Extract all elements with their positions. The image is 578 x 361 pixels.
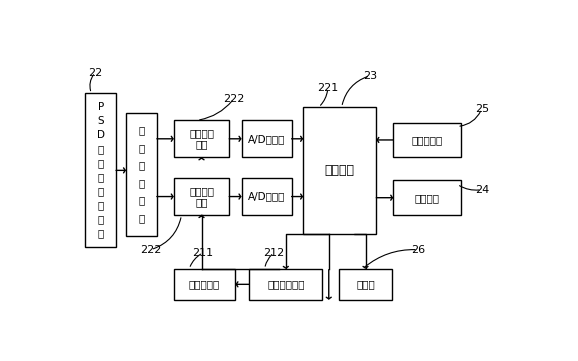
Text: 感: 感 xyxy=(98,200,104,210)
Bar xyxy=(126,113,157,236)
Bar xyxy=(174,178,229,215)
Text: 置: 置 xyxy=(98,186,104,196)
Text: A/D转换器: A/D转换器 xyxy=(248,134,286,144)
Text: 应: 应 xyxy=(98,214,104,225)
Text: 222: 222 xyxy=(223,94,244,104)
Bar xyxy=(242,178,292,215)
Text: 前: 前 xyxy=(138,125,144,135)
Text: P: P xyxy=(98,103,104,112)
Text: S: S xyxy=(97,116,104,126)
Text: 24: 24 xyxy=(475,184,489,195)
Text: 22: 22 xyxy=(88,68,102,78)
Bar xyxy=(174,120,229,157)
Text: 221: 221 xyxy=(317,83,339,93)
Bar xyxy=(393,180,461,215)
Text: 位: 位 xyxy=(98,172,104,182)
Text: 采样保持
电路: 采样保持 电路 xyxy=(189,186,214,207)
Text: 光: 光 xyxy=(98,144,104,155)
Bar xyxy=(303,107,376,234)
Text: 26: 26 xyxy=(411,245,425,255)
Text: A/D转换器: A/D转换器 xyxy=(248,192,286,201)
Text: 微处理器: 微处理器 xyxy=(325,164,355,177)
Text: D: D xyxy=(97,130,105,140)
Bar xyxy=(339,269,392,300)
Text: 器: 器 xyxy=(98,229,104,238)
Text: 放: 放 xyxy=(138,160,144,170)
Text: 25: 25 xyxy=(475,104,489,114)
Text: 222: 222 xyxy=(140,245,161,255)
Text: 电压处理器: 电压处理器 xyxy=(412,135,443,145)
Text: 块: 块 xyxy=(138,213,144,223)
Text: 置: 置 xyxy=(138,143,144,153)
Bar xyxy=(393,123,461,157)
Text: 211: 211 xyxy=(192,248,214,258)
Bar xyxy=(174,269,235,300)
Text: 采样保持
电路: 采样保持 电路 xyxy=(189,128,214,149)
Text: 发射控制单元: 发射控制单元 xyxy=(267,279,305,289)
Text: 23: 23 xyxy=(363,71,377,81)
Bar xyxy=(85,93,116,247)
Text: 电: 电 xyxy=(98,158,104,168)
Text: 212: 212 xyxy=(263,248,284,258)
Text: 振荡器: 振荡器 xyxy=(356,279,375,289)
Bar xyxy=(242,120,292,157)
Text: 红外发生器: 红外发生器 xyxy=(189,279,220,289)
Bar xyxy=(249,269,323,300)
Text: 大: 大 xyxy=(138,178,144,188)
Text: 控制接口: 控制接口 xyxy=(414,193,440,203)
Text: 模: 模 xyxy=(138,196,144,206)
